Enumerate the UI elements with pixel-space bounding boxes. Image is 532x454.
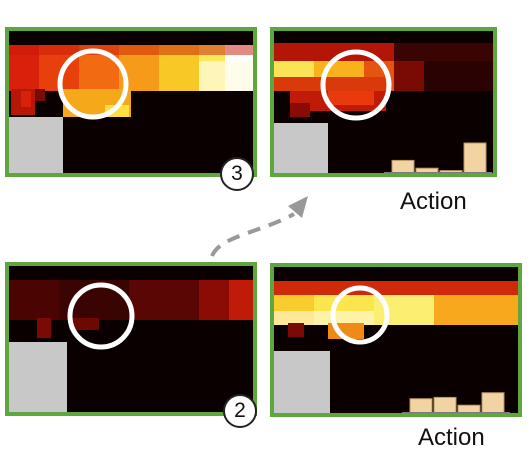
agent-block [9, 342, 67, 412]
agent-block [9, 117, 63, 173]
heatmap [9, 266, 253, 412]
heatmap [274, 267, 518, 413]
focus-circle [330, 285, 390, 345]
panel-top-right [270, 27, 497, 177]
panel-bottom-left [5, 262, 257, 416]
agent-block [274, 123, 328, 173]
agent-block [274, 351, 330, 413]
focus-circle [67, 282, 135, 350]
panel-bottom-right [270, 263, 522, 417]
arrowhead-icon [288, 196, 308, 218]
heatmap [274, 31, 493, 173]
action-bar [463, 142, 487, 173]
action-bar [439, 170, 463, 173]
action-bar [481, 392, 505, 413]
step-badge-3: 3 [220, 157, 254, 191]
action-label: Action [400, 188, 467, 215]
panel-top-left [5, 27, 257, 177]
step-badge-2: 2 [223, 394, 257, 428]
focus-circle [320, 49, 392, 121]
heatmap [9, 31, 253, 173]
action-histogram [402, 392, 510, 413]
action-label: Action [418, 424, 485, 451]
focus-circle [57, 48, 129, 120]
